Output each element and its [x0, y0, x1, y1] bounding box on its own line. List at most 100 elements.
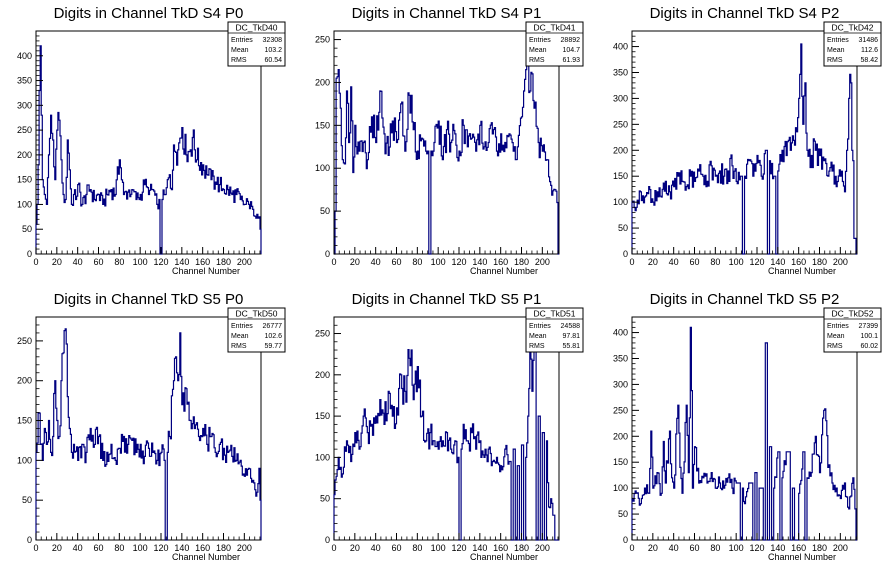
x-tick-label: 60 — [689, 543, 699, 553]
y-tick-label: 250 — [613, 119, 628, 129]
x-tick-label: 80 — [114, 257, 124, 267]
stats-entries-key: Entries — [529, 37, 551, 44]
histogram-series-line — [35, 328, 262, 541]
y-tick-label: 0 — [325, 249, 330, 259]
y-tick-label: 100 — [17, 455, 32, 465]
histogram-panel: Digits in Channel TkD S4 P0 0 20 40 60 80 100 1… — [17, 5, 286, 276]
stats-mean-value: 104.7 — [562, 47, 580, 54]
stats-rms-key: RMS — [529, 343, 545, 350]
stats-box: DC_TkD40 Entries 32308 Mean 103.2 RMS 60.54 — [227, 21, 286, 67]
x-tick-label: 0 — [33, 257, 38, 267]
stats-rms-value: 58.42 — [860, 57, 878, 64]
y-tick-label: 400 — [613, 328, 628, 338]
y-tick-label: 200 — [613, 145, 628, 155]
stats-rms-value: 61.93 — [562, 57, 580, 64]
x-tick-label: 160 — [195, 543, 210, 553]
y-tick-label: 50 — [22, 495, 32, 505]
histogram-panel: Digits in Channel TkD S4 P2 0 20 40 60 80 100 1… — [613, 5, 882, 276]
x-tick-label: 200 — [833, 543, 848, 553]
y-tick-label: 150 — [315, 120, 330, 130]
histogram-panel: Digits in Channel TkD S5 P1 0 20 40 60 80 100 1… — [315, 291, 584, 562]
x-tick-label: 40 — [73, 543, 83, 553]
x-tick-label: 0 — [331, 543, 336, 553]
x-tick-label: 200 — [535, 543, 550, 553]
stats-rms-key: RMS — [231, 57, 247, 64]
x-tick-label: 0 — [331, 257, 336, 267]
x-axis-label: Channel Number — [172, 552, 240, 562]
stats-rms-key: RMS — [827, 57, 843, 64]
x-tick-label: 160 — [493, 543, 508, 553]
x-tick-label: 80 — [412, 257, 422, 267]
x-tick-label: 140 — [174, 543, 189, 553]
y-tick-label: 250 — [315, 35, 330, 45]
stats-entries-key: Entries — [827, 37, 849, 44]
y-tick-label: 150 — [613, 457, 628, 467]
stats-rms-value: 60.02 — [860, 343, 878, 350]
x-tick-label: 200 — [833, 257, 848, 267]
stats-mean-key: Mean — [231, 333, 249, 340]
histogram-title: Digits in Channel TkD S5 P2 — [650, 291, 840, 308]
y-tick-label: 200 — [315, 370, 330, 380]
x-tick-label: 40 — [669, 543, 679, 553]
x-tick-label: 180 — [812, 257, 827, 267]
x-tick-label: 100 — [431, 257, 446, 267]
x-tick-label: 140 — [174, 257, 189, 267]
x-tick-label: 20 — [52, 543, 62, 553]
x-tick-label: 120 — [153, 543, 168, 553]
y-tick-label: 250 — [315, 329, 330, 339]
x-tick-label: 120 — [749, 543, 764, 553]
histogram-series-line — [334, 38, 559, 255]
histogram-title: Digits in Channel TkD S5 P0 — [54, 291, 244, 308]
stats-mean-value: 102.6 — [264, 333, 282, 340]
x-tick-label: 80 — [412, 543, 422, 553]
stats-mean-key: Mean — [231, 47, 249, 54]
stats-entries-value: 32308 — [263, 37, 283, 44]
stats-box: DC_TkD52 Entries 27399 Mean 100.1 RMS 60.02 — [823, 307, 882, 353]
plot-frame — [35, 30, 262, 255]
x-axis-label: Channel Number — [470, 552, 538, 562]
stats-entries-value: 24588 — [561, 323, 581, 330]
x-tick-label: 0 — [629, 543, 634, 553]
stats-name: DC_TkD52 — [831, 309, 873, 319]
y-tick-label: 300 — [613, 93, 628, 103]
x-tick-label: 200 — [535, 257, 550, 267]
x-tick-label: 20 — [648, 543, 658, 553]
stats-rms-value: 60.54 — [264, 57, 282, 64]
x-tick-label: 140 — [472, 257, 487, 267]
x-tick-label: 100 — [133, 543, 148, 553]
stats-box: DC_TkD50 Entries 26777 Mean 102.6 RMS 59.77 — [227, 307, 286, 353]
x-tick-label: 200 — [237, 257, 252, 267]
y-tick-label: 0 — [623, 535, 628, 545]
stats-entries-key: Entries — [529, 323, 551, 330]
x-tick-label: 120 — [451, 543, 466, 553]
y-tick-label: 50 — [320, 494, 330, 504]
stats-mean-value: 100.1 — [860, 333, 878, 340]
y-tick-label: 150 — [613, 171, 628, 181]
x-axis-label: Channel Number — [470, 266, 538, 276]
y-tick-label: 0 — [325, 535, 330, 545]
stats-mean-key: Mean — [827, 333, 845, 340]
x-tick-label: 120 — [749, 257, 764, 267]
stats-entries-value: 27399 — [859, 323, 879, 330]
x-tick-label: 40 — [73, 257, 83, 267]
y-tick-label: 200 — [17, 376, 32, 386]
y-tick-label: 150 — [17, 175, 32, 185]
y-tick-label: 350 — [613, 353, 628, 363]
y-tick-label: 50 — [320, 206, 330, 216]
histogram-title: Digits in Channel TkD S4 P0 — [54, 5, 244, 22]
stats-rms-key: RMS — [529, 57, 545, 64]
y-tick-label: 250 — [613, 405, 628, 415]
histogram-title: Digits in Channel TkD S4 P2 — [650, 5, 840, 22]
stats-name: DC_TkD42 — [831, 23, 873, 33]
stats-rms-key: RMS — [231, 343, 247, 350]
y-tick-label: 100 — [315, 163, 330, 173]
stats-mean-value: 97.81 — [562, 333, 580, 340]
x-axis-label: Channel Number — [768, 552, 836, 562]
stats-box-frame — [823, 307, 882, 353]
stats-entries-value: 26777 — [263, 323, 283, 330]
stats-entries-key: Entries — [231, 323, 253, 330]
stats-mean-value: 112.6 — [861, 47, 878, 54]
x-tick-label: 40 — [669, 257, 679, 267]
y-tick-label: 0 — [27, 249, 32, 259]
